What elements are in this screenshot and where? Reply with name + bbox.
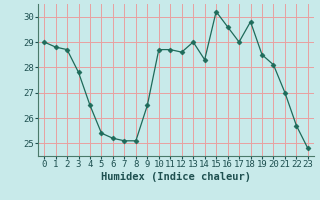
X-axis label: Humidex (Indice chaleur): Humidex (Indice chaleur) (101, 172, 251, 182)
